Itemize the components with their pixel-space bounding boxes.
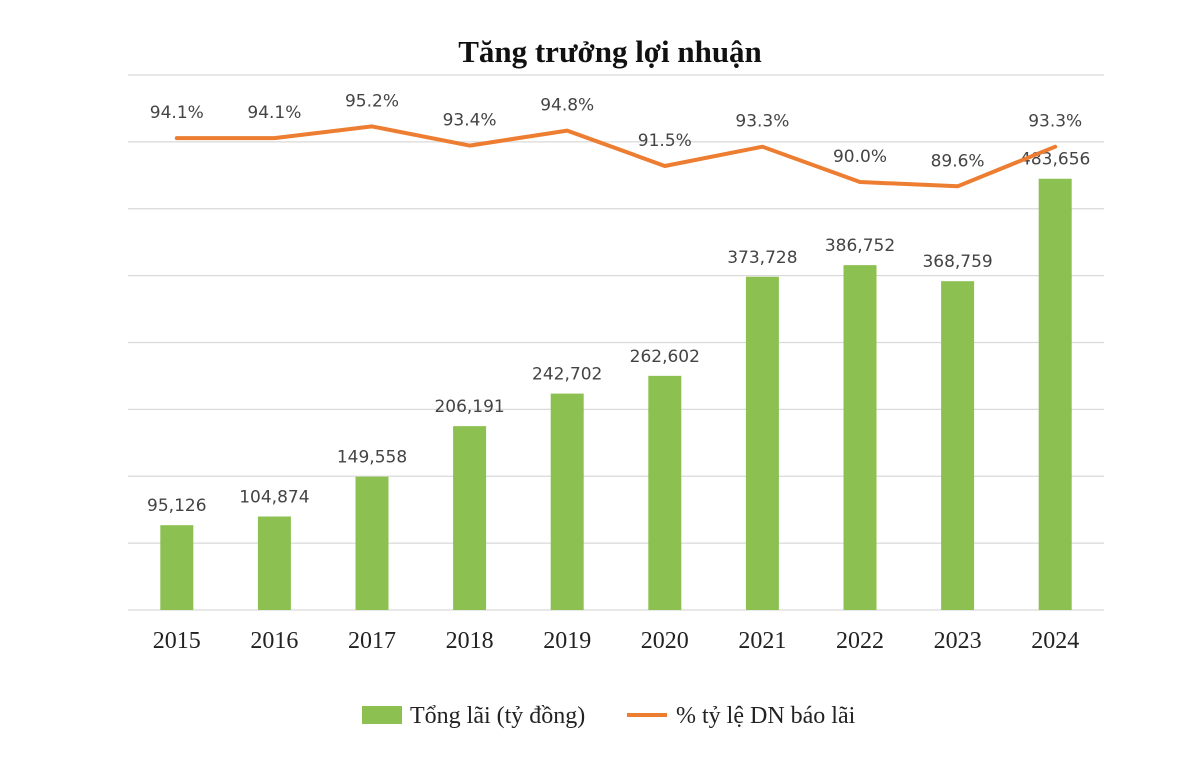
bar-value-label: 149,558 (337, 448, 407, 468)
bar-value-label: 373,728 (727, 248, 797, 268)
x-tick-label: 2018 (446, 628, 494, 654)
bar-value-label: 242,702 (532, 365, 602, 385)
x-tick-label: 2015 (153, 628, 201, 654)
line-value-label: 91.5% (638, 131, 692, 151)
bar (550, 393, 584, 610)
line-value-label: 89.6% (931, 151, 985, 171)
x-tick-label: 2024 (1031, 628, 1079, 654)
bar-value-label: 262,602 (630, 347, 700, 367)
bar-value-label: 95,126 (147, 496, 206, 516)
line-value-label: 95.2% (345, 91, 399, 111)
bar (843, 265, 877, 610)
x-tick-label: 2020 (641, 628, 689, 654)
line-data-labels: 94.1% 94.1% 95.2% 93.4% 94.8% 91.5% 93.3% 90.0%… (150, 91, 1082, 171)
bar (1038, 178, 1072, 611)
line-value-label: 94.1% (150, 103, 204, 123)
legend-swatch-bar (362, 706, 402, 724)
bar (160, 525, 194, 610)
bar (745, 276, 779, 610)
legend: Tổng lãi (tỷ đồng) % tỷ lệ DN báo lãi (362, 703, 856, 729)
line-value-label: 93.4% (443, 111, 497, 131)
bar-value-label: 104,874 (239, 487, 309, 507)
line-value-label: 94.1% (247, 103, 301, 123)
bar (355, 476, 389, 610)
x-tick-label: 2021 (738, 628, 786, 654)
legend-label-line: % tỷ lệ DN báo lãi (676, 703, 856, 729)
x-tick-label: 2017 (348, 628, 396, 654)
line-series (174, 124, 1058, 189)
legend-label-bar: Tổng lãi (tỷ đồng) (410, 703, 585, 729)
bar (648, 375, 682, 610)
bar-value-label: 206,191 (434, 397, 504, 417)
chart-title: Tăng trưởng lợi nhuận (458, 34, 762, 69)
x-tick-label: 2023 (934, 628, 982, 654)
line-value-label: 94.8% (540, 96, 594, 116)
bar (257, 516, 291, 610)
x-tick-label: 2016 (250, 628, 298, 654)
line-value-label: 93.3% (735, 112, 789, 132)
x-tick-label: 2019 (543, 628, 591, 654)
line-value-label: 90.0% (833, 147, 887, 167)
bar-series (160, 178, 1072, 611)
bar-value-label: 368,759 (922, 252, 992, 272)
bar (453, 426, 487, 610)
x-axis-ticks: 2015 2016 2017 2018 2019 2020 2021 2022 2023 2024 (153, 628, 1079, 654)
bar-value-label: 483,656 (1020, 150, 1090, 170)
bar-value-label: 386,752 (825, 236, 895, 256)
x-tick-label: 2022 (836, 628, 884, 654)
line-value-label: 93.3% (1028, 112, 1082, 132)
bar (941, 281, 975, 610)
